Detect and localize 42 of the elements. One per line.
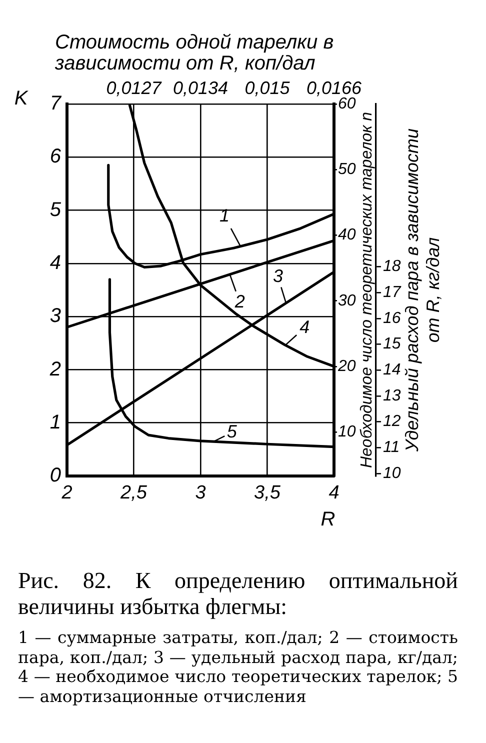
text: 0,015: [244, 78, 291, 98]
y2-axis-title: Необходимое число теоретических тарелок n: [358, 112, 376, 468]
annotation: 4: [300, 316, 310, 337]
y2-tick-label: 50: [338, 161, 356, 178]
y3-tick-label: 13: [383, 387, 401, 404]
y3-tick-label: 15: [383, 336, 401, 353]
x-axis-title: R: [320, 508, 336, 531]
y-axis-title: K: [14, 88, 30, 110]
y3-tick-label: 18: [383, 258, 401, 276]
x-tick-label: 2,5: [120, 482, 148, 504]
y2-tick-label: 60: [338, 95, 356, 112]
y3-tick-label: 17: [383, 284, 402, 302]
annotation: 5: [226, 421, 238, 442]
text: 1 — суммарные затраты, коп./дал; 2 — стоимость пара, коп./дал; 3 — удельный расход пара, кг/дал; 4 — необходимое число теоретических тарелок; 5 — амортизационные отчисления: [18, 628, 458, 706]
y2-tick-label: 30: [338, 292, 356, 310]
y-tick-label: 0: [50, 464, 61, 487]
y3-tick-label: 12: [383, 413, 401, 430]
x-tick-label: 3,5: [254, 482, 281, 504]
annotation: 2: [234, 292, 245, 312]
y-tick-label: 6: [50, 146, 62, 168]
text: Рис. 82. К определению оптимальной величины избытка флегмы:: [18, 568, 458, 620]
y2-tick-label: 40: [338, 226, 356, 244]
y3-tick-label: 16: [383, 310, 401, 327]
text: 0,0134: [172, 78, 228, 98]
y-tick-label: 7: [50, 92, 62, 115]
y3-tick-label: 11: [383, 439, 400, 456]
text: 0,0127: [106, 78, 162, 98]
y3-axis-title: Удельный расход пара в зависимости от R, кг/дал: [402, 128, 443, 453]
y-tick-label: 1: [50, 411, 61, 434]
y-tick-label: 5: [50, 198, 62, 221]
annotation: 3: [272, 266, 283, 286]
y-tick-label: 3: [50, 305, 61, 328]
y3-tick-label: 10: [383, 464, 401, 482]
y-tick-label: 4: [50, 252, 61, 274]
y2-tick-label: 10: [338, 423, 356, 440]
x-tick-label: 4: [328, 482, 340, 504]
x2-axis-title: Стоимость одной тарелки в зависимости от R, коп/дал: [54, 32, 334, 75]
y2-tick-label: 20: [337, 358, 356, 375]
y3-tick-label: 14: [383, 362, 401, 379]
x-tick-label: 3: [195, 482, 206, 504]
text: 0,0166: [306, 78, 363, 98]
y-tick-label: 2: [48, 358, 61, 380]
